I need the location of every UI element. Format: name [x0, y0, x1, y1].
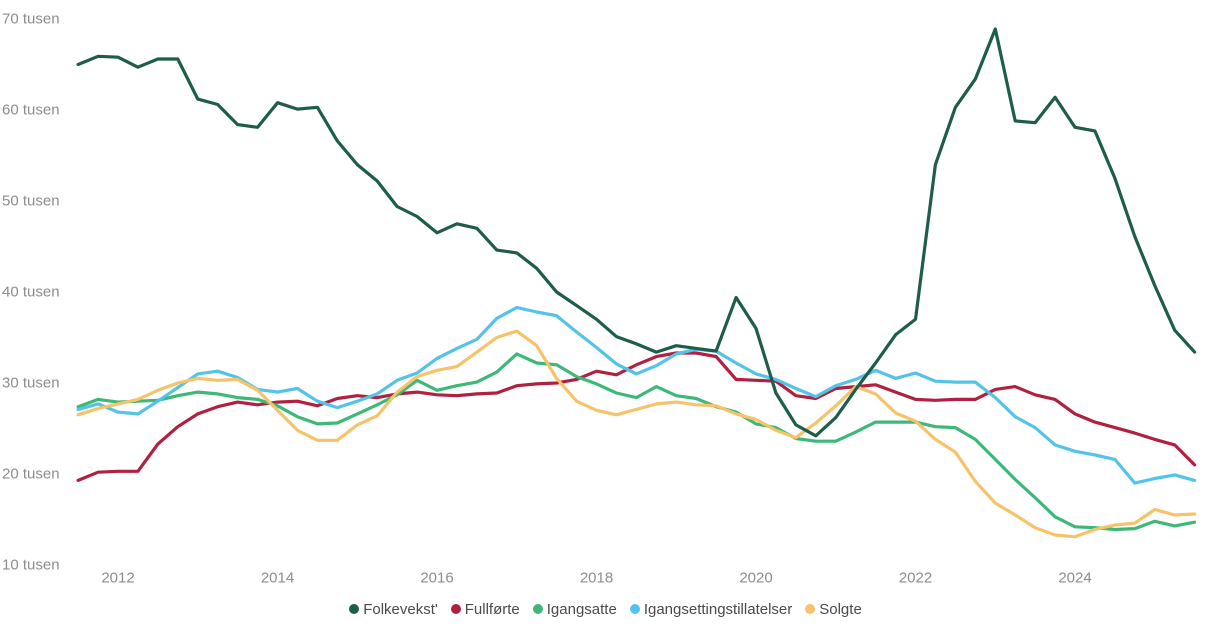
y-tick-label: 20 tusen [2, 465, 60, 483]
legend-dot-icon [629, 604, 640, 614]
series-line-solgte [76, 329, 1197, 539]
legend-dot-icon [805, 604, 816, 614]
y-tick-label: 10 tusen [2, 556, 60, 574]
legend-label: Solgte [819, 600, 862, 618]
x-tick-label: 2022 [898, 569, 933, 587]
series-line-folkevekst [76, 27, 1197, 438]
x-tick-label: 2014 [260, 569, 295, 587]
series-line-igangsatte [76, 352, 1197, 532]
legend-item-fullforte[interactable]: Fullførte [450, 600, 520, 618]
legend-item-folkevekst[interactable]: Folkevekst' [349, 601, 438, 618]
y-tick-label: 70 tusen [2, 10, 60, 28]
legend-item-solgte[interactable]: Solgte [805, 601, 862, 618]
y-tick-label: 30 tusen [2, 374, 60, 392]
y-tick-label: 60 tusen [2, 101, 60, 119]
x-tick-label: 2012 [101, 569, 135, 587]
y-tick-label: 50 tusen [2, 192, 60, 210]
legend-label: Igangsettingstillatelser [643, 600, 793, 618]
y-tick-label: 40 tusen [2, 283, 60, 301]
legend-item-igangsatte[interactable]: Igangsatte [532, 600, 617, 618]
x-tick-label: 2016 [420, 569, 454, 587]
legend-item-igangsettingstillatelser[interactable]: Igangsettingstillatelser [629, 600, 793, 618]
x-tick-label: 2020 [739, 569, 773, 587]
legend-label: Folkevekst' [363, 600, 438, 618]
legend-dot-icon [532, 604, 543, 614]
x-tick-label: 2018 [579, 569, 614, 587]
legend-dot-icon [349, 604, 360, 614]
x-tick-label: 2024 [1058, 569, 1092, 587]
chart-legend: Folkevekst' Fullførte Igangsatte Igangsetti… [0, 598, 1211, 620]
legend-label: Igangsatte [546, 600, 617, 618]
series-line-igangsettingstillatelser [76, 305, 1197, 485]
series-line-fullforte [76, 351, 1197, 482]
legend-dot-icon [450, 604, 461, 614]
legend-label: Fullførte [464, 600, 520, 618]
